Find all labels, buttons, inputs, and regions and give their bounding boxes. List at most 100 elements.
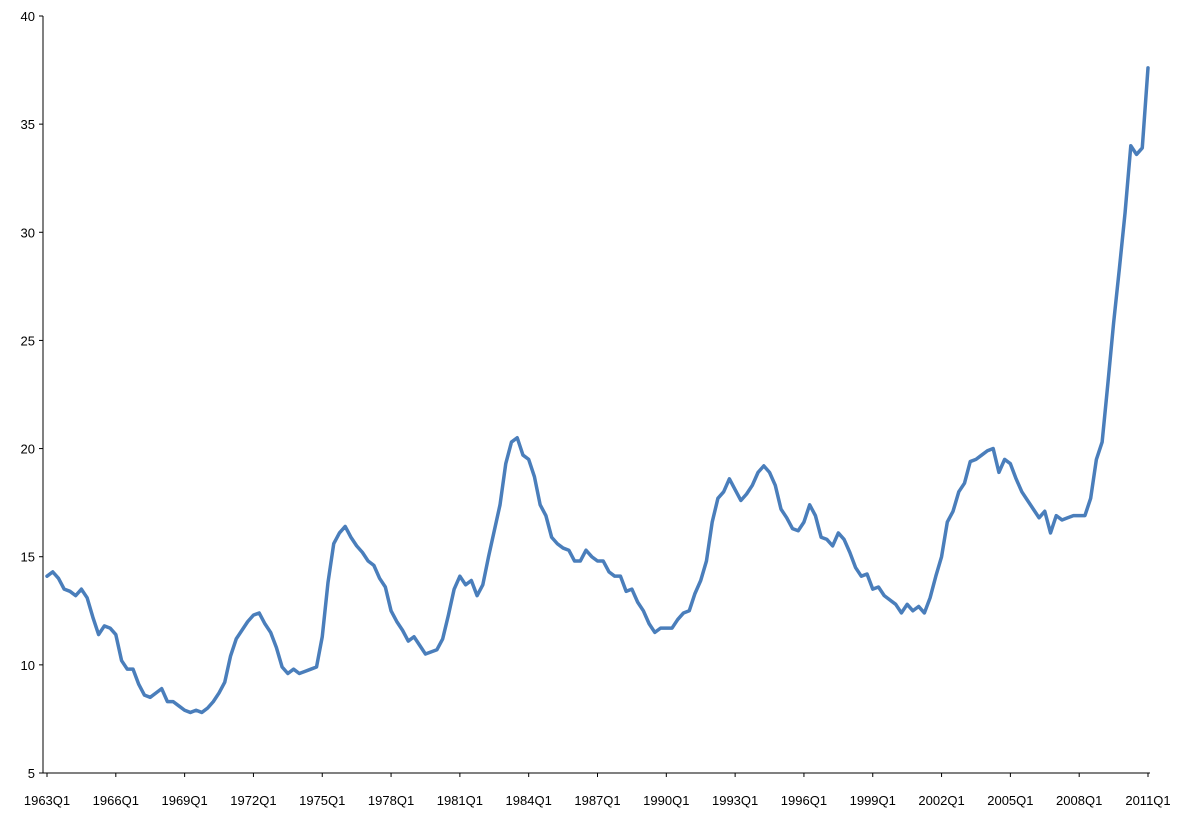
data-point <box>315 666 318 669</box>
y-tick-label: 40 <box>21 9 35 24</box>
data-point <box>458 575 461 578</box>
data-point <box>642 609 645 612</box>
x-tick-label: 1972Q1 <box>230 793 276 808</box>
data-point <box>1009 462 1012 465</box>
data-point <box>372 564 375 567</box>
data-point <box>716 497 719 500</box>
data-point <box>843 538 846 541</box>
data-point <box>344 525 347 528</box>
data-point <box>923 611 926 614</box>
data-point <box>481 583 484 586</box>
data-point <box>223 681 226 684</box>
data-point <box>705 560 708 563</box>
data-point <box>447 614 450 617</box>
data-point <box>493 529 496 532</box>
data-point <box>550 536 553 539</box>
data-point <box>1106 382 1109 385</box>
data-point <box>252 614 255 617</box>
data-point <box>189 711 192 714</box>
x-tick-label: 1966Q1 <box>93 793 139 808</box>
data-point <box>51 570 54 573</box>
data-point <box>1032 508 1035 511</box>
data-point <box>103 624 106 627</box>
y-tick-label: 20 <box>21 442 35 457</box>
data-point <box>1066 516 1069 519</box>
data-point <box>258 611 261 614</box>
data-point <box>476 594 479 597</box>
data-point <box>1020 490 1023 493</box>
x-tick-label: 1993Q1 <box>712 793 758 808</box>
data-point <box>1083 514 1086 517</box>
data-point <box>286 672 289 675</box>
data-point <box>653 631 656 634</box>
data-point <box>556 542 559 545</box>
data-point <box>1095 458 1098 461</box>
data-point <box>848 551 851 554</box>
data-point <box>820 536 823 539</box>
data-point <box>74 594 77 597</box>
data-point <box>974 458 977 461</box>
data-point <box>1089 497 1092 500</box>
data-point <box>349 536 352 539</box>
data-point <box>1129 144 1132 147</box>
data-point <box>573 560 576 563</box>
x-axis: 1963Q1 1966Q1 1969Q1 1972Q1 1975Q1 1978Q1 1981… <box>24 772 1171 808</box>
data-point <box>218 691 221 694</box>
data-point <box>871 588 874 591</box>
data-point <box>361 551 364 554</box>
data-point <box>390 609 393 612</box>
x-tick-label: 1978Q1 <box>368 793 414 808</box>
data-point <box>435 648 438 651</box>
data-point <box>952 510 955 513</box>
data-point <box>929 596 932 599</box>
data-point <box>298 672 301 675</box>
data-point <box>888 598 891 601</box>
data-point <box>57 577 60 580</box>
data-point <box>240 629 243 632</box>
data-point <box>768 471 771 474</box>
data-point <box>132 668 135 671</box>
data-point <box>126 668 129 671</box>
data-point <box>114 633 117 636</box>
data-point <box>969 460 972 463</box>
data-point <box>774 484 777 487</box>
data-point <box>470 579 473 582</box>
data-point <box>521 454 524 457</box>
data-point <box>200 711 203 714</box>
data-point <box>562 547 565 550</box>
data-point <box>722 490 725 493</box>
data-point <box>1078 514 1081 517</box>
data-point <box>109 627 112 630</box>
series-line <box>45 66 1150 715</box>
data-point <box>68 590 71 593</box>
data-point <box>602 560 605 563</box>
data-point <box>407 640 410 643</box>
data-point <box>143 694 146 697</box>
data-point <box>751 484 754 487</box>
data-point <box>911 609 914 612</box>
data-point <box>160 687 163 690</box>
data-point <box>263 622 266 625</box>
data-point <box>418 644 421 647</box>
data-point <box>544 514 547 517</box>
data-point <box>883 594 886 597</box>
data-point <box>825 538 828 541</box>
data-point <box>120 659 123 662</box>
data-point <box>269 631 272 634</box>
y-tick-label: 10 <box>21 658 35 673</box>
y-tick-label: 30 <box>21 225 35 240</box>
data-point <box>579 560 582 563</box>
data-point <box>607 570 610 573</box>
data-point <box>487 555 490 558</box>
data-point <box>802 521 805 524</box>
data-point <box>671 627 674 630</box>
x-tick-label: 1984Q1 <box>506 793 552 808</box>
data-point <box>235 637 238 640</box>
x-tick-label: 1990Q1 <box>643 793 689 808</box>
data-point <box>367 560 370 563</box>
data-point <box>757 471 760 474</box>
data-point <box>1026 499 1029 502</box>
data-point <box>453 588 456 591</box>
data-point <box>46 575 49 578</box>
data-point <box>877 585 880 588</box>
